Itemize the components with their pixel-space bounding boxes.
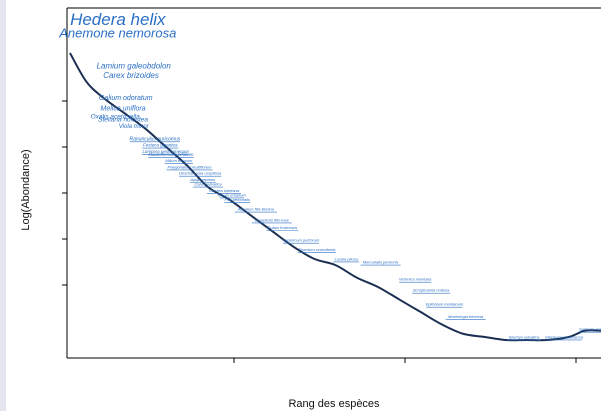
- species-label-9: Viola minor: [119, 124, 150, 130]
- species-label-21: Poa nemoralis: [224, 197, 250, 202]
- species-label-23: Dryopteris filix-mas: [255, 217, 289, 222]
- x-axis-label: Rang des espèces: [288, 398, 380, 410]
- species-label-31: Epilobium montanum: [426, 302, 464, 307]
- species-label-2: Anemone nemorosa: [58, 25, 176, 40]
- species-label-12: Lonicera periclymenum: [142, 149, 189, 154]
- species-label-16: Deschampsia cespitosa: [179, 171, 222, 176]
- species-label-1: Hedera helix: [70, 10, 166, 29]
- species-label-29: Veronica montana: [399, 277, 432, 282]
- species-label-22: Athyrium filix-femina: [237, 207, 275, 212]
- plot-frame: [66, 7, 601, 359]
- species-label-35: Sanicula europaea: [579, 327, 601, 332]
- window-edge-strip: [0, 0, 6, 411]
- species-label-3: Lamium galeobdolon: [97, 62, 172, 71]
- species-label-27: Luzula pilosa: [334, 256, 358, 261]
- species-label-17: Ajuga reptans: [189, 177, 215, 182]
- species-label-7: Oxalis acetosella: [91, 113, 141, 120]
- species-label-15: Polygonatum multiflorum: [167, 164, 212, 169]
- species-label-20: Geum urbanum: [218, 192, 246, 197]
- species-label-24: Rubus fruticosus: [268, 225, 298, 230]
- species-label-14: Milium effusum: [165, 158, 193, 163]
- species-label-5: Galium odoratum: [99, 95, 153, 102]
- species-label-6: Melica uniflora: [101, 106, 146, 113]
- species-label-28: Mercurialis perennis: [363, 260, 399, 265]
- species-label-30: Scrophularia nodosa: [413, 288, 450, 293]
- species-label-13: Maianthemum bifolium: [148, 152, 194, 157]
- species-label-34: Glechoma hederacea: [545, 334, 584, 339]
- species-label-33: Stachys sylvatica: [509, 334, 540, 339]
- species-label-18: Carex sylvatica: [194, 182, 222, 187]
- species-label-10: Ranunculus auricomus: [130, 136, 181, 142]
- axis-ticks: [62, 100, 577, 363]
- species-label-32: Moehringia trinervia: [448, 314, 484, 319]
- species-label-25: Hypericum pulchrum: [283, 238, 320, 243]
- species-label-19: Circaea lutetiana: [209, 188, 240, 193]
- species-label-4: Carex brizoides: [103, 71, 159, 80]
- species-label-8: Stellaria holostea: [98, 117, 148, 124]
- species-label-11: Festuca gigantea: [143, 143, 178, 148]
- y-axis-label: Log(Abondance): [20, 149, 32, 231]
- species-label-26: Teucrium scorodonia: [298, 247, 336, 252]
